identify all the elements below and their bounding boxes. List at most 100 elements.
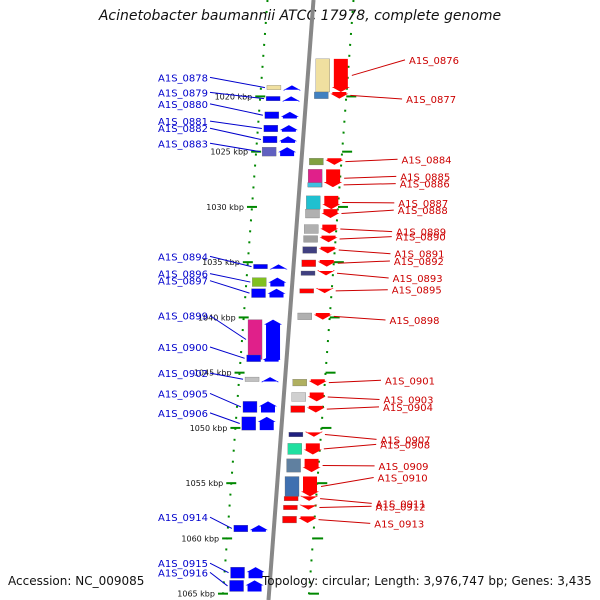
gene-label: A1S_0903 (384, 396, 434, 407)
gene-label: A1S_0889 (396, 228, 446, 239)
gene-label: A1S_0891 (394, 250, 444, 261)
gene-block (290, 405, 305, 413)
gene-label: A1S_0887 (398, 199, 448, 210)
gene-block (252, 277, 267, 287)
gene-arrow (319, 235, 338, 243)
gene-leader-line (209, 516, 233, 529)
gene-arrow (279, 125, 298, 132)
gene-label: A1S_0880 (158, 100, 208, 111)
gene-arrow (298, 516, 317, 523)
ruler-line-left (221, 0, 269, 600)
gene-leader-line (209, 127, 262, 141)
gene-block (307, 182, 322, 188)
gene-leader-line (351, 59, 406, 76)
ruler-line-right (307, 0, 355, 600)
gene-arrow (262, 354, 281, 362)
gene-arrow (322, 195, 341, 210)
gene-block (309, 158, 324, 166)
gene-label: A1S_0900 (158, 343, 208, 354)
gene-arrow (301, 476, 320, 497)
gene-block (282, 516, 297, 524)
gene-block (302, 246, 317, 254)
gene-label: A1S_0877 (406, 95, 456, 106)
gene-arrow (278, 147, 297, 157)
gene-leader-line (209, 273, 251, 283)
gene-label: A1S_0901 (385, 376, 435, 387)
gene-arrow (246, 567, 265, 579)
gene-arrow (317, 270, 336, 276)
gene-label: A1S_0894 (158, 252, 208, 263)
gene-arrow (315, 288, 334, 294)
gene-label: A1S_0910 (378, 474, 428, 485)
gene-label: A1S_0909 (379, 462, 429, 473)
gene-leader-line (209, 255, 252, 268)
ruler-label: 1020 kbp (215, 92, 253, 101)
gene-label: A1S_0888 (398, 206, 448, 217)
gene-arrow (267, 288, 286, 298)
gene-leader-line (209, 120, 262, 129)
gene-leader-line (209, 142, 261, 153)
gene-leader-line (318, 519, 371, 524)
gene-label: A1S_0876 (409, 56, 459, 67)
gene-leader-line (319, 505, 372, 508)
gene-arrow (330, 92, 349, 99)
gene-label: A1S_0912 (376, 502, 426, 513)
gene-leader-line (337, 260, 390, 264)
ruler-label: 1065 kbp (177, 590, 215, 599)
gene-label: A1S_0895 (392, 286, 442, 297)
gene-leader-line (320, 477, 374, 487)
gene-block (253, 264, 268, 269)
gene-label: A1S_0902 (158, 369, 208, 380)
gene-block (304, 224, 319, 234)
gene-block (315, 58, 330, 93)
gene-arrow (306, 405, 325, 413)
gene-arrow (264, 319, 283, 360)
gene-arrow (320, 224, 339, 234)
gene-label: A1S_0906 (158, 409, 208, 420)
gene-arrow (313, 313, 332, 320)
gene-label: A1S_0904 (383, 403, 433, 414)
ruler-label: 1060 kbp (181, 534, 219, 543)
gene-label: A1S_0878 (158, 73, 208, 84)
gene-leader-line (341, 209, 394, 215)
gene-block (288, 432, 304, 437)
gene-leader-line (328, 379, 381, 384)
ruler-label: 1050 kbp (190, 424, 228, 433)
gene-block (303, 235, 318, 243)
gene-arrow (318, 246, 337, 254)
gene-arrow (308, 379, 327, 386)
gene-block (251, 288, 266, 298)
ruler-label: 1040 kbp (198, 313, 236, 322)
gene-block (314, 91, 329, 99)
gene-block (300, 270, 316, 276)
gene-block (301, 259, 316, 267)
ruler-label: 1035 kbp (202, 258, 240, 267)
gene-block (264, 111, 280, 119)
ruler-label: 1025 kbp (210, 148, 248, 157)
gene-block (297, 312, 312, 320)
gene-block (291, 392, 306, 402)
gene-arrow (323, 182, 342, 188)
gene-label: A1S_0879 (158, 88, 208, 99)
gene-label: A1S_0881 (158, 117, 208, 128)
gene-arrow (261, 377, 280, 383)
gene-arrow (307, 392, 326, 402)
gene-leader-line (339, 236, 392, 240)
gene-block (233, 525, 249, 532)
accession-text: Accession: NC_009085 (8, 574, 145, 588)
gene-arrow (303, 443, 322, 455)
gene-block (230, 567, 245, 579)
backbone-line (266, 0, 316, 600)
gene-leader-line (209, 562, 229, 574)
gene-label: A1S_0886 (400, 180, 450, 191)
gene-arrow (258, 401, 277, 413)
gene-label: A1S_0907 (381, 435, 431, 446)
gene-leader-line (209, 315, 247, 340)
gene-block (286, 458, 301, 473)
gene-leader-line (209, 103, 263, 116)
gene-block (246, 354, 261, 362)
gene-leader-line (343, 183, 396, 186)
topology-text: Topology: circular; Length: 3,976,747 bp… (262, 574, 592, 588)
gene-block (262, 136, 278, 143)
gene-arrow (282, 96, 301, 102)
